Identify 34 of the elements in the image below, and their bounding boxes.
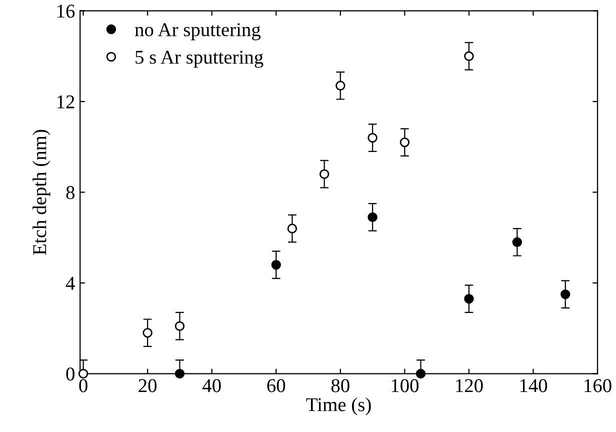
x-tick-label: 140	[520, 379, 548, 392]
y-tick-label: 0	[66, 367, 74, 381]
point	[512, 237, 522, 247]
legend-label: 5 s Ar sputtering	[136, 50, 264, 68]
x-tick-label: 120	[456, 379, 483, 392]
x-tick-label: 40	[202, 379, 221, 392]
point	[464, 294, 474, 304]
point	[368, 212, 378, 222]
point	[174, 368, 185, 379]
point	[319, 169, 330, 179]
x-tick-label: 80	[331, 379, 350, 392]
point	[336, 80, 346, 91]
point	[464, 51, 474, 62]
x-tick-label: 100	[392, 379, 419, 392]
point	[271, 260, 281, 270]
y-tick-label: 4	[66, 276, 75, 290]
x-tick-label: 60	[267, 379, 286, 392]
point	[142, 328, 152, 338]
x-tick-label: 20	[138, 379, 157, 392]
point	[78, 368, 88, 379]
y-tick-label: 16	[57, 4, 75, 18]
point	[416, 368, 426, 379]
point	[560, 289, 570, 300]
point	[287, 224, 298, 234]
x-tick-label: 0	[79, 379, 88, 392]
x-tick-label: 160	[584, 379, 612, 392]
point	[368, 132, 378, 143]
y-tick-label: 12	[57, 95, 74, 108]
y-axis-title: Etch depth (nm)	[32, 130, 50, 255]
point	[400, 137, 410, 148]
y-tick-label: 8	[66, 186, 74, 200]
legend-label: no Ar sputtering	[134, 23, 261, 40]
point	[174, 321, 185, 331]
x-axis-title: Time (s)	[306, 398, 371, 416]
